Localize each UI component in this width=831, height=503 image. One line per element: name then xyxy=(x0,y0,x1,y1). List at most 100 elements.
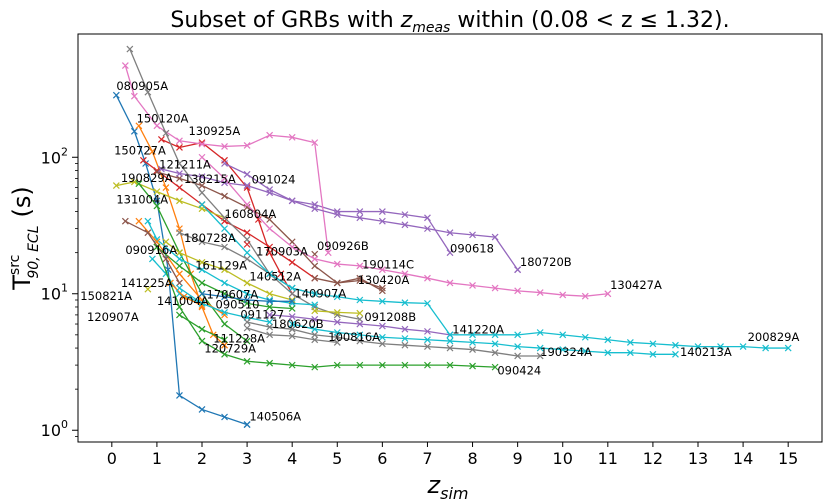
annotation-layer: 080905A 140506A 150120A 120729A 130925A 15072… xyxy=(80,79,799,423)
data-point-200829A xyxy=(717,343,724,351)
data-point-200829A xyxy=(356,296,364,304)
data-point-121211A xyxy=(153,168,161,176)
grb-label-140213A: 140213A xyxy=(680,345,732,359)
y-tick-label: 100 xyxy=(41,418,68,440)
data-point-090510 xyxy=(180,293,188,301)
data-point-130215A xyxy=(176,170,183,177)
data-point-180728A xyxy=(176,160,183,167)
x-tick-label: 2 xyxy=(197,449,207,468)
data-point-140907A xyxy=(266,297,274,305)
grb-label-141225A: 141225A xyxy=(121,276,173,290)
grb-label-111228A: 111228A xyxy=(213,331,265,345)
data-point-141220A xyxy=(401,325,409,333)
data-point-190324A xyxy=(536,352,544,360)
data-point-130215A xyxy=(157,165,165,173)
data-point-161129A xyxy=(266,290,274,298)
grb-label-131004A: 131004A xyxy=(116,192,168,206)
data-point-091127 xyxy=(266,318,274,326)
data-point-090916A xyxy=(266,296,274,304)
grb-label-200829A: 200829A xyxy=(748,330,800,344)
data-point-200829A xyxy=(694,343,702,351)
data-point-190114C xyxy=(559,291,567,299)
data-point-090424 xyxy=(469,362,476,370)
data-point-190324A xyxy=(514,352,522,360)
data-point-090424 xyxy=(424,361,431,369)
series-line-130420A xyxy=(314,277,383,289)
data-point-141220A xyxy=(311,315,319,323)
x-tick-label: 11 xyxy=(598,449,618,468)
data-point-090424 xyxy=(491,363,499,371)
data-point-170607A xyxy=(176,262,183,270)
data-point-190324A xyxy=(469,346,476,353)
data-point-090424 xyxy=(288,361,296,369)
data-point-200829A xyxy=(604,336,612,344)
data-point-200829A xyxy=(626,338,634,346)
y-axis-label: Tsrc 90, ECL(s) xyxy=(7,186,42,291)
data-point-140213A xyxy=(559,346,567,353)
grb-label-180728A: 180728A xyxy=(184,231,236,245)
data-point-160804A xyxy=(130,92,138,100)
data-point-130215A xyxy=(378,208,386,215)
series-layer xyxy=(112,45,792,429)
data-point-090424 xyxy=(198,337,206,345)
data-point-140907A xyxy=(288,297,296,305)
data-point-080905A xyxy=(176,391,183,399)
data-point-140512A xyxy=(221,243,228,251)
data-point-140213A xyxy=(581,347,589,355)
data-point-090618 xyxy=(266,186,274,193)
data-point-130215A xyxy=(198,173,206,181)
data-point-091024 xyxy=(243,182,251,190)
data-point-200829A xyxy=(649,340,657,348)
x-tick-label: 15 xyxy=(778,449,798,468)
grb-label-150120A: 150120A xyxy=(137,111,189,125)
data-point-140213A xyxy=(536,344,544,352)
data-point-141004A xyxy=(176,290,183,298)
data-point-190114C xyxy=(221,174,228,182)
grb-label-180720B: 180720B xyxy=(520,255,572,269)
data-point-200829A xyxy=(784,344,792,352)
grb-label-121211A: 121211A xyxy=(159,157,211,171)
data-point-131004A xyxy=(153,202,161,210)
data-point-090424 xyxy=(176,303,183,311)
data-point-130925A xyxy=(157,136,165,143)
data-point-190114C xyxy=(243,201,251,209)
data-point-190114C xyxy=(581,292,589,300)
y-tick-label: 102 xyxy=(41,145,68,167)
data-point-190114C xyxy=(266,225,274,233)
data-point-130925A xyxy=(277,270,285,278)
data-point-150727A xyxy=(139,156,147,164)
data-point-140907A xyxy=(198,290,206,298)
data-point-140213A xyxy=(446,337,454,345)
data-point-120907A xyxy=(162,255,170,263)
data-point-200829A xyxy=(559,331,567,339)
data-point-140213A xyxy=(672,350,679,358)
data-point-180728A xyxy=(126,45,134,53)
data-point-140213A xyxy=(469,338,476,346)
grb-label-170903A: 170903A xyxy=(256,245,308,259)
series-line-190829A xyxy=(116,181,225,219)
data-point-180620B xyxy=(243,318,251,326)
data-point-091208B xyxy=(356,309,364,317)
data-point-120907A xyxy=(144,229,152,237)
x-tick-label: 4 xyxy=(287,449,297,468)
grb-label-190114C: 190114C xyxy=(362,258,414,272)
data-point-160804A xyxy=(198,140,206,148)
x-tick-label: 9 xyxy=(513,449,523,468)
grb-label-190324A: 190324A xyxy=(540,345,592,359)
data-point-091127 xyxy=(198,299,206,307)
data-point-090916A xyxy=(176,255,183,263)
data-point-180728A xyxy=(288,290,296,298)
data-point-090618 xyxy=(424,225,431,233)
data-point-190114C xyxy=(536,289,544,296)
data-point-091127 xyxy=(221,308,228,316)
data-point-140213A xyxy=(333,329,341,336)
data-point-111228A xyxy=(198,325,206,333)
data-point-200829A xyxy=(401,299,409,307)
grb-label-141220A: 141220A xyxy=(452,323,504,337)
data-point-090424 xyxy=(356,361,364,369)
x-tick-label: 3 xyxy=(242,449,252,468)
x-tick-label: 7 xyxy=(422,449,432,468)
data-point-190114C xyxy=(491,284,499,292)
data-point-130420A xyxy=(356,277,364,284)
data-point-111228A xyxy=(176,311,183,319)
